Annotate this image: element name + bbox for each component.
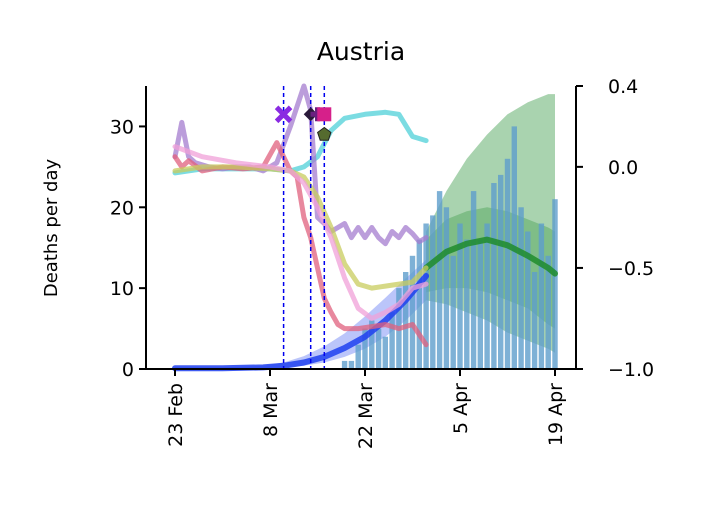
y-tick-label: 20 xyxy=(110,197,134,219)
bar xyxy=(525,231,531,369)
line-mobility-pink xyxy=(172,144,429,321)
line-reported-deaths-fit xyxy=(172,273,430,372)
marker-pentagon xyxy=(317,126,332,141)
x-tick-label: 5 Apr xyxy=(450,383,472,434)
bar xyxy=(362,328,368,369)
marker-x xyxy=(274,105,293,124)
y2-tick-label: 0.0 xyxy=(608,157,638,179)
plot-bars xyxy=(341,126,558,370)
bar xyxy=(552,199,558,369)
line-mobility-cyan xyxy=(172,109,429,176)
line-mobility-yellow xyxy=(172,164,429,291)
y2-tick-label: 0.4 xyxy=(608,76,638,98)
bar xyxy=(457,223,463,369)
bar xyxy=(443,207,450,369)
line-forecast-deaths xyxy=(423,236,558,277)
x-tick-label: 22 Mar xyxy=(355,383,377,449)
bar xyxy=(538,223,545,369)
bar xyxy=(470,191,477,369)
y-axis-label: Deaths per day xyxy=(41,159,62,298)
bar xyxy=(389,312,395,369)
y-tick-label: 0 xyxy=(122,359,134,381)
plot-vlines xyxy=(282,86,326,369)
x-tick-label: 23 Feb xyxy=(165,383,187,447)
bar xyxy=(436,191,443,369)
bar xyxy=(545,255,551,369)
bar xyxy=(430,215,436,369)
marker-square xyxy=(317,107,332,122)
bar xyxy=(348,360,355,369)
bar xyxy=(518,207,524,369)
chart-title: Austria xyxy=(317,37,405,66)
y-tick-label: 10 xyxy=(110,278,134,300)
bar xyxy=(491,183,497,369)
bar xyxy=(531,272,538,369)
axis-ticks: 0 10 20 30 −1.0 −0.5 0.0 0.4 23 Feb 8 Mar 22 Mar 5 … xyxy=(110,76,654,449)
bar xyxy=(423,223,429,369)
bar xyxy=(403,272,409,369)
y2-tick-label: −0.5 xyxy=(608,258,654,280)
x-tick-label: 8 Mar xyxy=(260,383,282,437)
bar xyxy=(464,239,470,369)
y2-tick-label: −1.0 xyxy=(608,359,654,381)
bar xyxy=(484,223,490,369)
bar xyxy=(375,328,382,369)
y-tick-label: 30 xyxy=(110,116,134,138)
bar xyxy=(498,174,504,369)
bar xyxy=(477,239,483,369)
bar xyxy=(409,255,416,369)
bar xyxy=(369,320,375,369)
bar xyxy=(355,344,361,369)
bar xyxy=(341,360,348,369)
bar xyxy=(382,336,388,369)
bar xyxy=(504,158,511,369)
bar xyxy=(450,255,456,369)
plot-markers xyxy=(274,105,332,141)
bar xyxy=(416,239,422,369)
x-tick-label: 19 Apr xyxy=(545,383,567,446)
